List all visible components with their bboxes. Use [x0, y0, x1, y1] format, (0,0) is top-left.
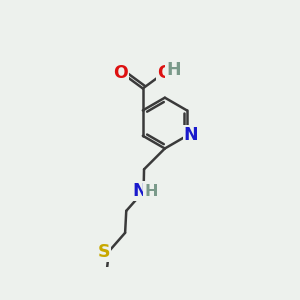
Text: H: H — [166, 61, 181, 79]
Text: H: H — [144, 184, 158, 200]
Text: O: O — [157, 64, 172, 82]
Text: O: O — [113, 64, 128, 82]
Text: N: N — [132, 182, 147, 200]
Text: S: S — [98, 243, 110, 261]
Text: N: N — [184, 126, 198, 144]
